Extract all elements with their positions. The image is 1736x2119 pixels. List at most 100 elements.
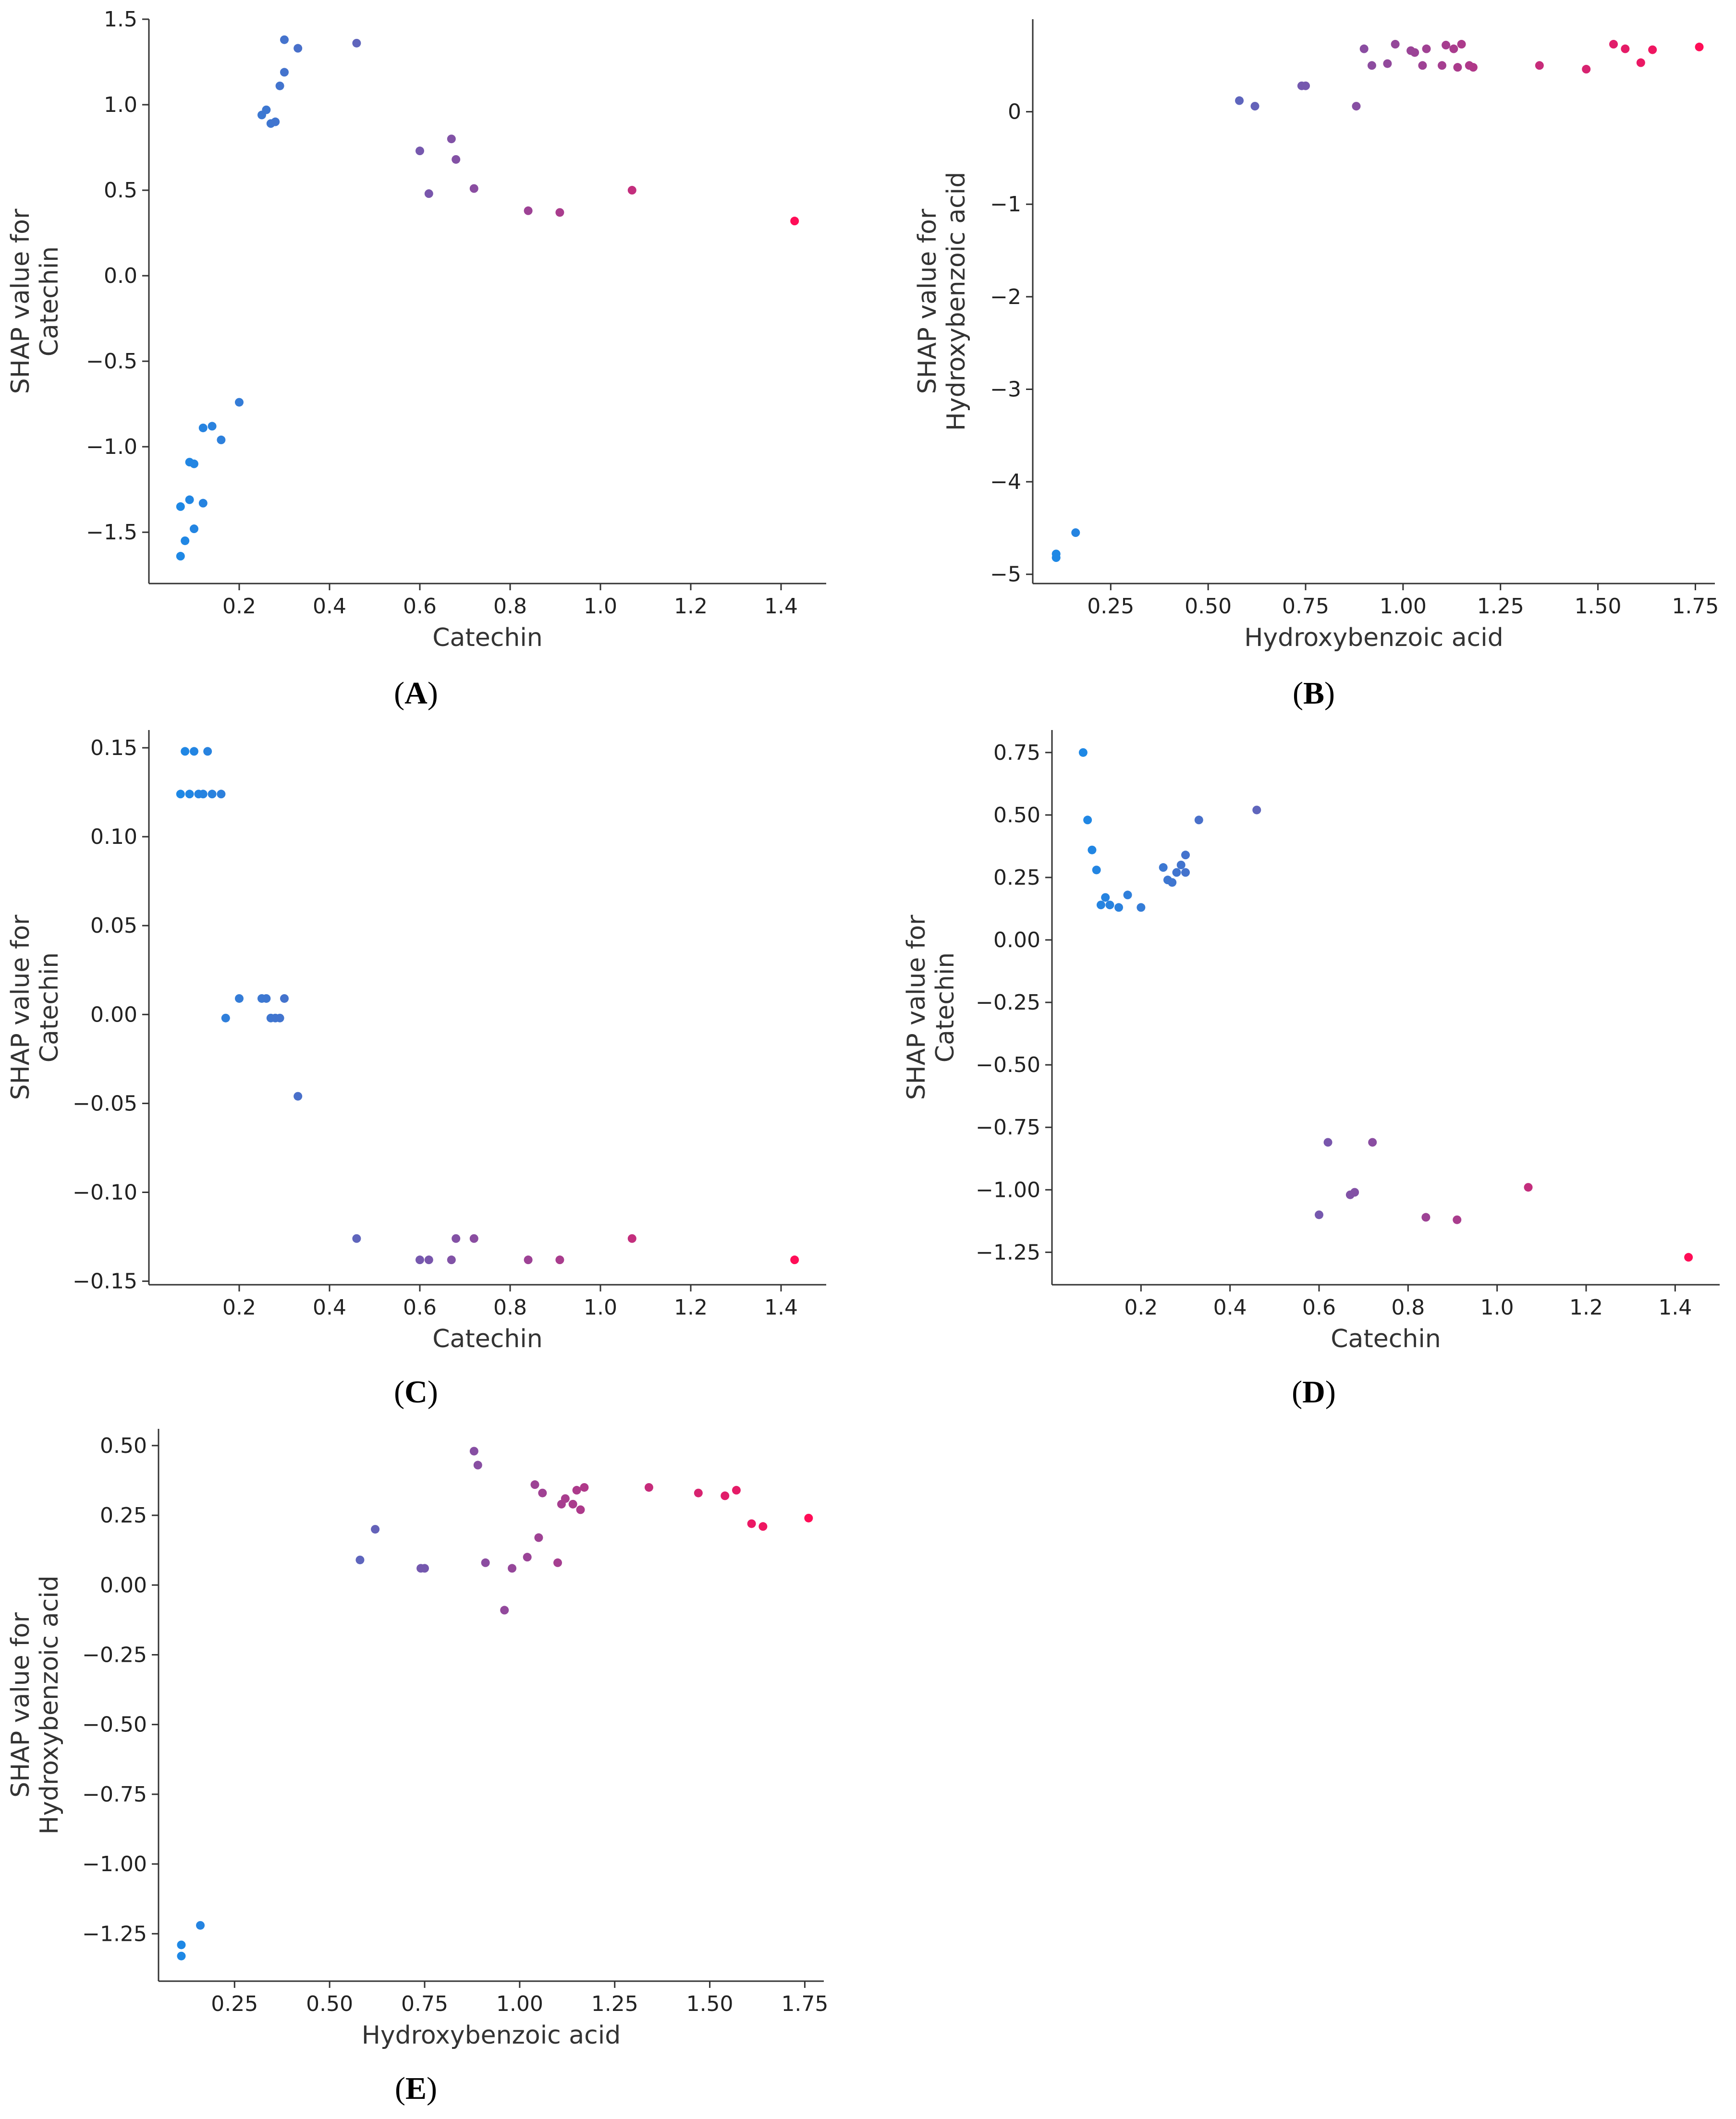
y-tick-label: 0.00 [993,928,1040,952]
scatter-point [1092,865,1101,875]
y-tick-label: 0.50 [993,803,1040,828]
scatter-point [530,1480,539,1489]
x-tick-label: 1.0 [584,594,617,619]
scatter-point [538,1488,547,1498]
scatter-point [181,536,190,545]
y-tick-label: 0.50 [100,1434,147,1458]
y-tick-label: 0.10 [90,825,137,849]
x-tick-label: 1.75 [781,1992,828,2016]
scatter-point [1421,1213,1430,1222]
y-tick-label: 0.00 [100,1573,147,1597]
y-tick-label: 0.25 [993,865,1040,890]
scatter-point [524,1255,533,1265]
scatter-point [1350,1188,1359,1197]
x-axis-label: Catechin [432,623,543,652]
scatter-point [1621,44,1630,53]
y-tick-label: −2 [990,285,1021,309]
scatter-point [694,1488,703,1498]
scatter-point [221,1013,230,1023]
y-tick-label: −0.75 [976,1115,1040,1140]
x-tick-label: 0.4 [313,594,346,619]
scatter-point [262,105,271,114]
scatter-point [469,184,478,193]
scatter-point [553,1558,562,1567]
x-tick-label: 0.8 [493,1295,527,1320]
scatter-point [1391,40,1400,49]
scatter-point [568,1499,577,1509]
scatter-point [1051,549,1061,559]
scatter-point [534,1533,543,1542]
scatter-point [1648,45,1657,54]
y-tick-label: −0.25 [976,990,1040,1015]
scatter-point [1252,805,1261,815]
x-tick-label: 0.4 [313,1295,346,1320]
scatter-point [1137,903,1146,912]
y-tick-label: −1.5 [86,520,137,545]
y-tick-label: −3 [990,377,1021,402]
scatter-point [280,994,289,1003]
scatter-point [181,747,190,756]
y-axis-label-line: Catechin [35,952,64,1063]
scatter-point [1172,868,1181,877]
scatter-point [452,1234,461,1243]
y-tick-label: −0.75 [82,1782,147,1807]
x-tick-label: 0.2 [1124,1295,1158,1320]
y-tick-label: −0.50 [82,1713,147,1737]
y-tick-label: −1.00 [976,1178,1040,1202]
scatter-point [1083,816,1092,825]
scatter-point [190,524,198,534]
y-axis-label-line: SHAP value for [6,914,35,1100]
x-tick-label: 1.0 [584,1295,617,1320]
x-tick-label: 0.6 [403,1295,437,1320]
scatter-point [1323,1138,1333,1147]
panel-label-a: (A) [394,676,438,711]
x-tick-label: 0.8 [1391,1295,1425,1320]
scatter-point [198,499,208,508]
scatter-point [235,994,244,1003]
scatter-point [1123,890,1132,900]
scatter-point [1101,893,1110,902]
x-tick-label: 1.00 [1380,594,1427,619]
panel-letter: A [404,676,428,711]
x-tick-label: 0.6 [403,594,437,619]
scatter-point [198,423,208,432]
scatter-point [1609,40,1618,49]
panel-letter: B [1303,676,1324,711]
y-tick-label: 0.0 [104,264,137,288]
scatter-point [176,552,185,561]
scatter-point [1383,59,1392,68]
scatter-point [1468,63,1478,72]
chart-panel-d: 0.2 0.4 0.6 0.8 1.0 1.2 1.4 −1.25 −1.00 −0.75 −0.5… [902,730,1720,1410]
scatter-point [732,1486,741,1495]
chart-panel-b: 0.25 0.50 0.75 1.00 1.25 1.50 1.75 −5 −4 −3 −2 −1 0 H… [913,19,1719,711]
scatter-point [469,1234,478,1243]
scatter-point [217,435,226,444]
x-tick-label: 1.2 [1569,1295,1603,1320]
scatter-point [235,398,244,407]
y-tick-label: −4 [990,470,1021,494]
x-tick-label: 0.25 [1087,594,1134,619]
y-axis-label-line: Catechin [35,246,64,357]
x-tick-label: 1.25 [1477,594,1524,619]
y-axis-label-line: SHAP value for [913,208,942,394]
scatter-point [500,1606,509,1615]
y-tick-label: −0.5 [86,349,137,374]
scatter-point [572,1486,581,1495]
x-tick-label: 0.2 [222,594,256,619]
y-tick-label: 0.75 [993,741,1040,765]
scatter-point [1176,860,1186,869]
scatter-point [271,117,280,126]
x-tick-label: 0.75 [1282,594,1329,619]
x-tick-label: 0.4 [1213,1295,1247,1320]
y-tick-label: 0 [1008,100,1021,124]
scatter-point [627,186,636,195]
x-tick-label: 1.50 [1575,594,1622,619]
scatter-point [1088,845,1097,854]
scatter-point [1410,48,1419,57]
scatter-point [275,81,284,90]
scatter-point [627,1234,636,1243]
y-tick-label: −0.50 [976,1053,1040,1077]
y-tick-label: 1.0 [104,93,137,117]
scatter-point [177,1940,186,1949]
